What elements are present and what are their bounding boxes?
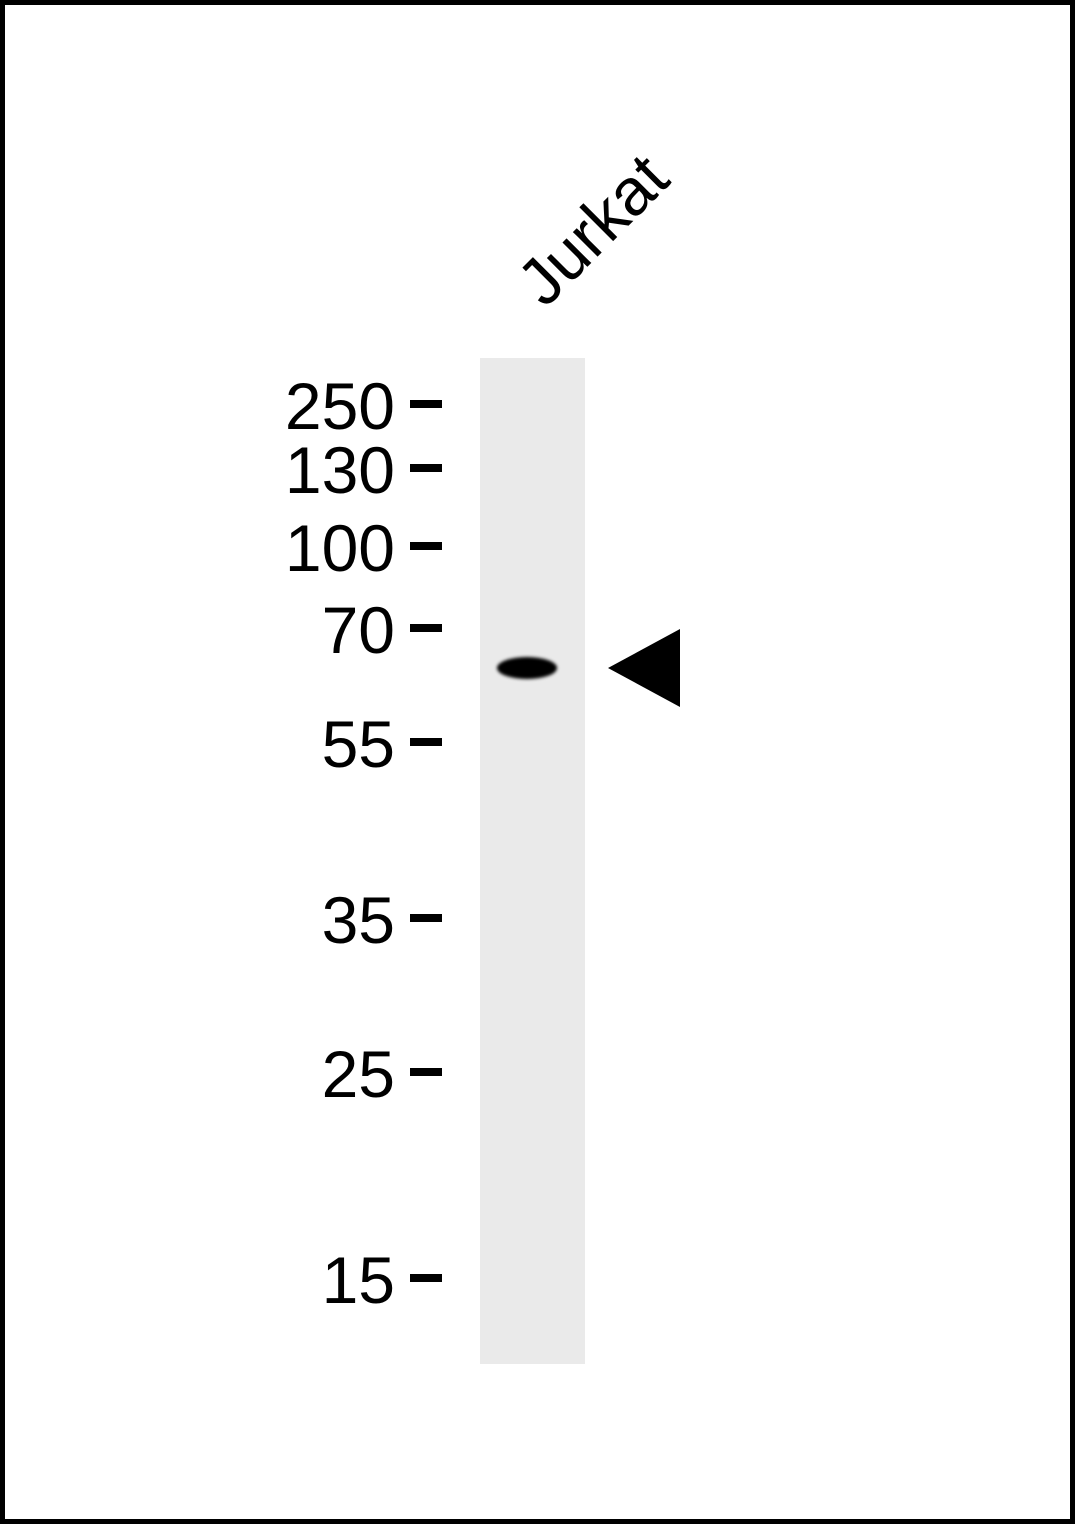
mw-marker-tick: [410, 914, 442, 922]
mw-marker-label: 100: [195, 510, 395, 586]
mw-marker-label: 55: [195, 706, 395, 782]
mw-marker-label: 25: [195, 1036, 395, 1112]
band-pointer-arrow-icon: [608, 629, 680, 707]
mw-marker-tick: [410, 738, 442, 746]
mw-marker-label: 15: [195, 1242, 395, 1318]
mw-marker-label: 130: [195, 432, 395, 508]
mw-marker-tick: [410, 400, 442, 408]
mw-marker-tick: [410, 464, 442, 472]
mw-marker-label: 35: [195, 882, 395, 958]
mw-marker-tick: [410, 624, 442, 632]
mw-marker-tick: [410, 542, 442, 550]
figure-frame: Jurkat2501301007055352515: [0, 0, 1075, 1524]
mw-marker-label: 70: [195, 592, 395, 668]
lane-label: Jurkat: [502, 139, 683, 320]
blot-band: [497, 657, 557, 679]
blot-lane: [480, 358, 585, 1364]
mw-marker-tick: [410, 1274, 442, 1282]
mw-marker-tick: [410, 1068, 442, 1076]
